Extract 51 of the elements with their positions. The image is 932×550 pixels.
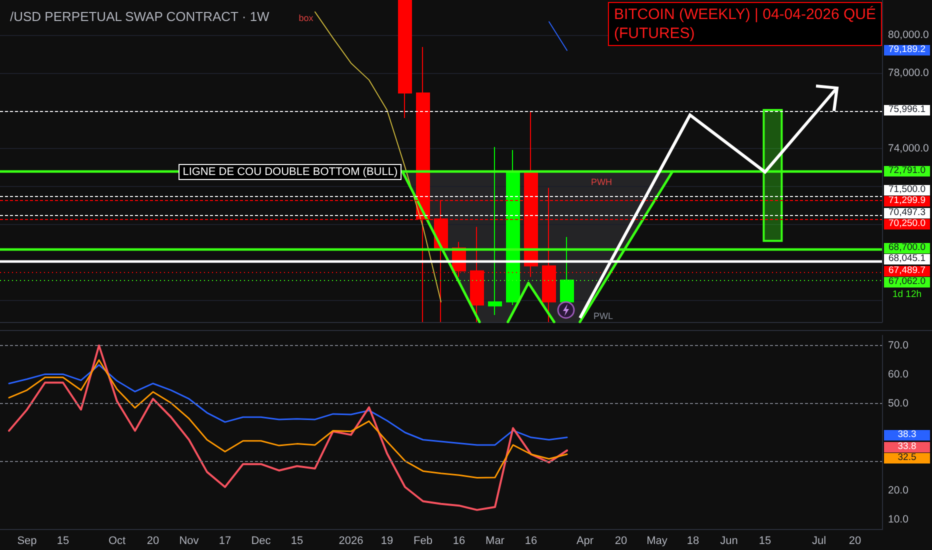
ref-line-label: 70,497.3 [884, 206, 930, 220]
ref-line-label: 68,700.0 [884, 242, 930, 254]
text: 33.8 [884, 440, 930, 454]
x-tick-label: May [646, 535, 668, 548]
annotation: PWH [591, 176, 612, 187]
y-tick-label: 80,000.0 [888, 29, 930, 42]
x-tick-label: Feb [414, 535, 432, 548]
text: BITCOIN (WEEKLY) | 04-04-2026 QUÉ (FUTURES) [614, 5, 876, 42]
x-tick-label: 15 [758, 535, 772, 548]
x-tick-label: Apr [576, 535, 594, 548]
x-tick-label: Mar [486, 535, 505, 548]
x-tick-label: 18 [686, 535, 700, 548]
ref-line-label: 67,062.0 [884, 276, 930, 289]
y-tick-label: 74,000.0 [888, 142, 930, 155]
x-tick-label: Oct [108, 535, 126, 548]
ref-line-label: 71,500.0 [884, 184, 930, 196]
ref-line-label: 72,791.0 [884, 164, 930, 178]
y-tick-label: 50.0 [888, 398, 909, 410]
x-tick-label: 16 [524, 535, 538, 548]
text: /USD PERPETUAL SWAP CONTRACT · 1W [10, 9, 270, 24]
x-tick-label: 17 [218, 535, 232, 548]
x-tick-label: 16 [452, 535, 466, 548]
ref-line-label: 70,250.0 [884, 218, 930, 231]
x-tick-label: 20 [146, 535, 160, 548]
y-tick-label: 20.0 [888, 484, 909, 496]
y-tick-label: 70.0 [888, 340, 909, 352]
x-tick-label: 15 [290, 535, 304, 548]
x-tick-label: Sep [17, 535, 37, 548]
annotation: LIGNE DE COU DOUBLE BOTTOM (BULL) [178, 164, 402, 180]
ref-line-label: 75,996.1 [884, 104, 930, 117]
ref-line-label: 67,489.7 [884, 264, 930, 278]
ref-line-label: 71,299.9 [884, 195, 930, 208]
text: 1d 12h [891, 288, 923, 300]
y-tick-label: 60.0 [888, 368, 909, 380]
x-tick-label: 20 [614, 535, 628, 548]
x-tick-label: Jul [812, 535, 826, 548]
text: 79,189.2 [884, 44, 930, 56]
x-tick-label: 2026 [338, 535, 364, 548]
text: 32.5 [884, 452, 930, 465]
ref-line-label: 68,045.1 [884, 253, 930, 266]
x-tick-label: Nov [179, 535, 200, 548]
x-tick-label: Jun [720, 535, 738, 548]
x-tick-label: Dec [251, 535, 272, 548]
y-tick-label: 78,000.0 [888, 66, 930, 79]
x-tick-label: 15 [56, 535, 70, 548]
text: 38.3 [884, 429, 930, 442]
x-tick-label: 19 [380, 535, 394, 548]
annotation: PWL [594, 310, 614, 321]
annotation: box [298, 13, 314, 24]
x-tick-label: 20 [848, 535, 862, 548]
y-tick-label: 10.0 [888, 514, 909, 526]
